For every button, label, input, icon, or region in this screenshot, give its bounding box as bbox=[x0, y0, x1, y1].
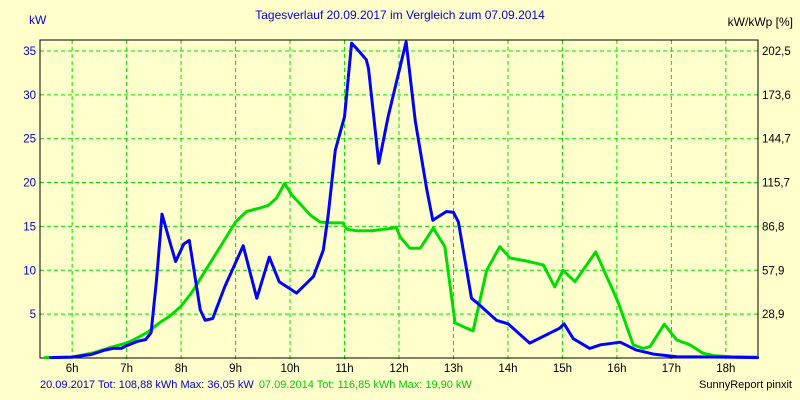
left-axis-unit-label: kW bbox=[29, 13, 47, 27]
y-axis-tick-label-left: 25 bbox=[23, 134, 36, 146]
series-line-07-09-2014 bbox=[43, 181, 759, 360]
x-axis-tick-label: 9h bbox=[229, 363, 242, 375]
y-axis-tick-label-right: 173,6 bbox=[762, 90, 791, 102]
chart-title: Tagesverlauf 20.09.2017 im Vergleich zum… bbox=[255, 8, 545, 22]
x-axis-tick-label: 14h bbox=[498, 363, 517, 375]
right-axis-unit-label: kW/kWp [%] bbox=[727, 15, 793, 29]
x-axis-tick-label: 11h bbox=[335, 363, 353, 375]
y-axis-tick-label-right: 57,9 bbox=[762, 265, 784, 277]
y-axis-tick-label-right: 115,7 bbox=[762, 178, 790, 190]
y-axis-tick-label-left: 10 bbox=[23, 265, 36, 277]
x-axis-tick-label: 18h bbox=[716, 363, 735, 375]
y-axis-tick-label-right: 144,7 bbox=[762, 134, 791, 146]
x-axis-tick-label: 16h bbox=[607, 363, 626, 375]
x-axis-tick-label: 17h bbox=[662, 363, 681, 375]
y-axis-tick-label-left: 15 bbox=[23, 221, 36, 233]
x-axis-tick-label: 13h bbox=[444, 363, 463, 375]
y-axis-tick-label-left: 35 bbox=[23, 46, 36, 58]
x-axis-tick-label: 6h bbox=[66, 363, 79, 375]
y-axis-tick-label-left: 5 bbox=[30, 309, 36, 321]
app-watermark: SunnyReport pinxit bbox=[699, 379, 792, 391]
y-axis-tick-label-right: 28,9 bbox=[762, 309, 784, 321]
x-axis-tick-label: 7h bbox=[120, 363, 133, 375]
x-axis-tick-label: 8h bbox=[175, 363, 188, 375]
x-axis-tick-label: 15h bbox=[553, 363, 572, 375]
legend-series-2014: 07.09.2014 Tot: 116,85 kWh Max: 19,90 kW bbox=[258, 379, 472, 391]
chart-legend: 20.09.2017 Tot: 108,88 kWh Max: 36,05 kW… bbox=[40, 379, 472, 391]
plot-border bbox=[39, 39, 759, 359]
x-axis-tick-label: 10h bbox=[280, 363, 299, 375]
y-axis-tick-label-left: 20 bbox=[23, 178, 36, 190]
y-axis-tick-label-right: 86,8 bbox=[762, 221, 784, 233]
y-axis-tick-label-left: 30 bbox=[23, 90, 36, 102]
legend-series-2017: 20.09.2017 Tot: 108,88 kWh Max: 36,05 kW bbox=[40, 379, 254, 391]
y-axis-tick-label-right: 202,5 bbox=[762, 46, 791, 58]
series-line-20-09-2017 bbox=[48, 40, 759, 360]
x-axis-tick-label: 12h bbox=[389, 363, 408, 375]
